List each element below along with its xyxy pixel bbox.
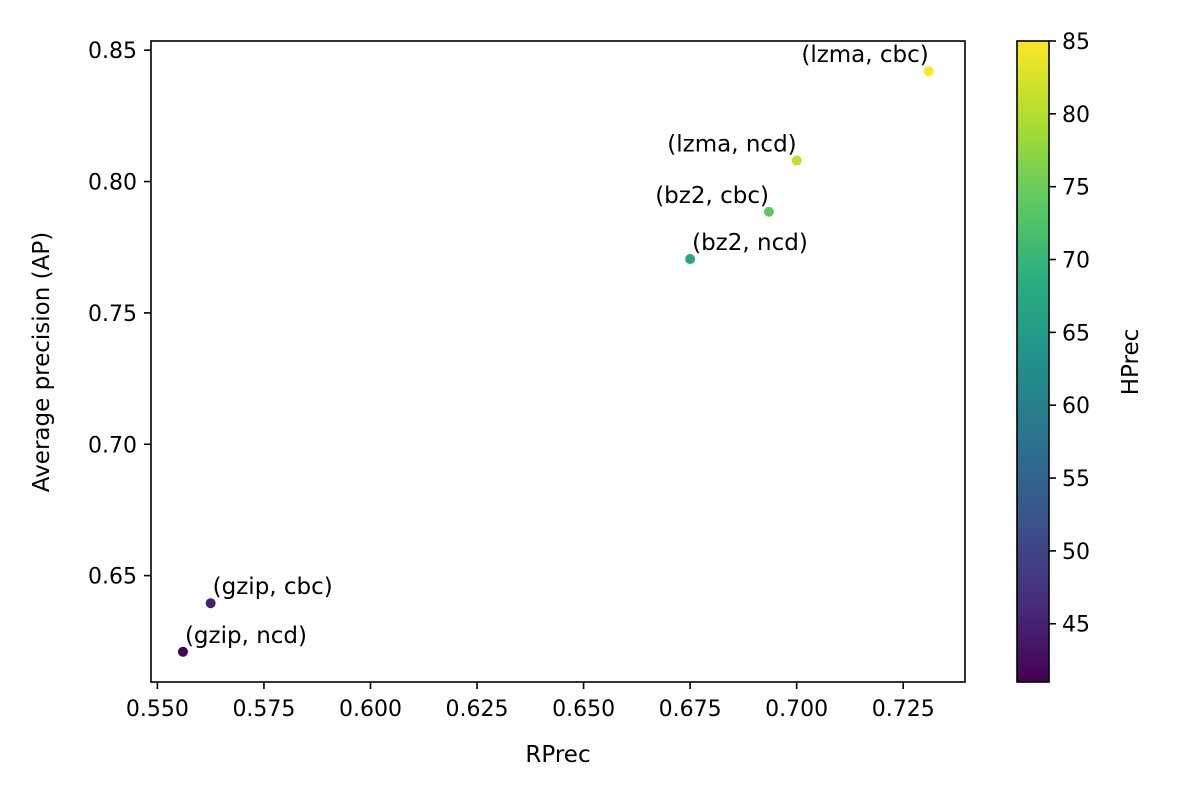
data-point [923,66,934,77]
data-point-label: (bz2, cbc) [655,183,769,209]
colorbar-tick-label: 45 [1062,613,1090,638]
data-point-label: (lzma, cbc) [801,42,928,68]
x-tick-label: 0.725 [872,697,935,722]
colorbar-tick-label: 65 [1062,321,1090,346]
colorbar-tick-label: 60 [1062,394,1090,419]
y-tick-label: 0.75 [88,302,137,327]
data-points [177,66,934,657]
colorbar-tick-label: 50 [1062,540,1090,565]
y-tick-label: 0.85 [88,39,137,64]
data-point-label: (lzma, ncd) [667,132,796,158]
y-tick-label: 0.65 [88,565,137,590]
colorbar [1016,40,1050,683]
data-point-label: (bz2, ncd) [692,230,808,256]
x-tick-label: 0.625 [446,697,509,722]
y-axis-label: Average precision (AP) [29,232,55,492]
point-labels: (gzip, ncd) (gzip, cbc) (bz2, ncd) (bz2, cb… [185,42,929,649]
data-point [685,254,696,265]
x-tick-label: 0.600 [339,697,402,722]
x-axis-label: RPrec [525,742,590,768]
x-tick-label: 0.675 [659,697,722,722]
x-axis-ticks: 0.550 0.575 0.600 0.625 0.650 0.675 0.700 0.725 [126,682,935,722]
colorbar-tick-label: 80 [1062,103,1090,128]
data-point-label: (gzip, cbc) [213,574,333,600]
y-axis-ticks: 0.65 0.70 0.75 0.80 0.85 [88,39,151,590]
colorbar-tick-label: 75 [1062,176,1090,201]
data-point-label: (gzip, ncd) [185,623,307,649]
colorbar-label: HPrec [1118,329,1144,396]
colorbar-ticks: 45 50 55 60 65 70 75 80 85 [1049,30,1090,638]
data-point [177,646,188,657]
plot-area-frame [150,40,966,683]
x-tick-label: 0.650 [552,697,615,722]
x-tick-label: 0.575 [232,697,295,722]
x-tick-label: 0.700 [765,697,828,722]
colorbar-tick-label: 70 [1062,249,1090,274]
y-tick-label: 0.70 [88,433,137,458]
x-tick-label: 0.550 [126,697,189,722]
data-point [791,155,802,166]
data-point [205,598,216,609]
colorbar-tick-label: 55 [1062,467,1090,492]
data-point [763,206,774,217]
y-tick-label: 0.80 [88,171,137,196]
colorbar-tick-label: 85 [1062,30,1090,55]
